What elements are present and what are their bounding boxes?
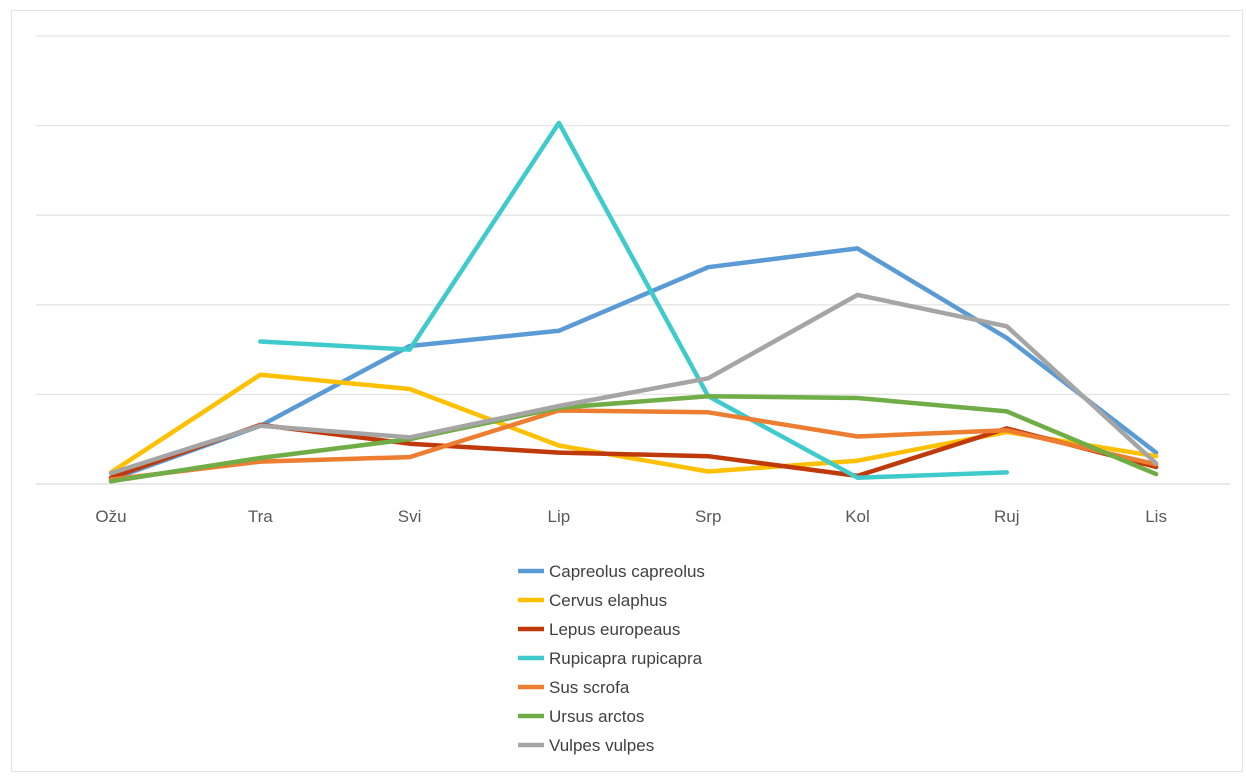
legend-label: Vulpes vulpes [549,736,654,755]
legend-label: Ursus arctos [549,707,644,726]
series-line-0 [108,246,1159,482]
series-line-4 [108,408,1159,482]
legend-label: Sus scrofa [549,678,630,697]
series-lines [108,120,1159,484]
legend-label: Cervus elaphus [549,591,667,610]
series-line-5 [108,393,1159,484]
legend: Capreolus capreolus Cervus elaphus Lepus e… [518,562,705,755]
x-tick-label: Ožu [95,507,126,526]
series-line-3 [258,120,1010,480]
legend-label: Lepus europeaus [549,620,680,639]
x-tick-label: Lis [1145,507,1167,526]
x-tick-label: Srp [695,507,721,526]
x-tick-label: Ruj [994,507,1020,526]
legend-label: Rupicapra rupicapra [549,649,703,668]
series-line-6 [108,292,1159,476]
chart-frame [11,10,1243,772]
series-line-2 [108,422,1159,480]
x-tick-label: Lip [548,507,571,526]
legend-label: Capreolus capreolus [549,562,705,581]
x-axis-tick-labels: Ožu Tra Svi Lip Srp Kol Ruj Lis [95,507,1167,526]
x-tick-label: Tra [248,507,273,526]
x-tick-label: Svi [398,507,422,526]
x-tick-label: Kol [845,507,870,526]
gridlines [36,35,1230,485]
